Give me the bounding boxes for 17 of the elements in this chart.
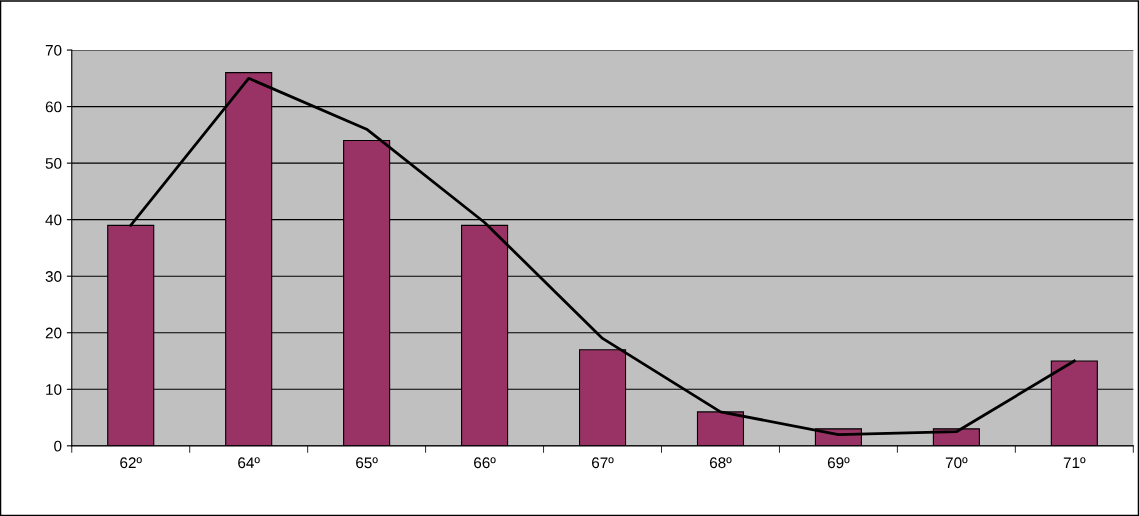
x-tick-label: 64º [238, 457, 260, 469]
x-tick-label: 71º [1063, 457, 1086, 469]
x-tick-label: 62º [120, 457, 142, 469]
y-tick-label: 50 [45, 158, 62, 169]
x-tick-label: 68º [709, 457, 732, 469]
y-tick-label: 70 [45, 44, 62, 56]
y-tick-label: 0 [54, 440, 62, 452]
y-tick-label: 30 [45, 271, 62, 282]
y-tick-label: 20 [45, 327, 62, 339]
x-tick-label: 65º [356, 457, 378, 469]
x-tick-label: 66º [474, 457, 496, 469]
y-tick-label: 40 [45, 214, 62, 226]
x-tick-label: 69º [827, 457, 850, 469]
y-tick-label: 60 [45, 101, 62, 113]
x-tick-label: 70º [945, 457, 968, 469]
x-tick-label: 67º [592, 457, 614, 469]
y-tick-label: 10 [46, 384, 62, 395]
